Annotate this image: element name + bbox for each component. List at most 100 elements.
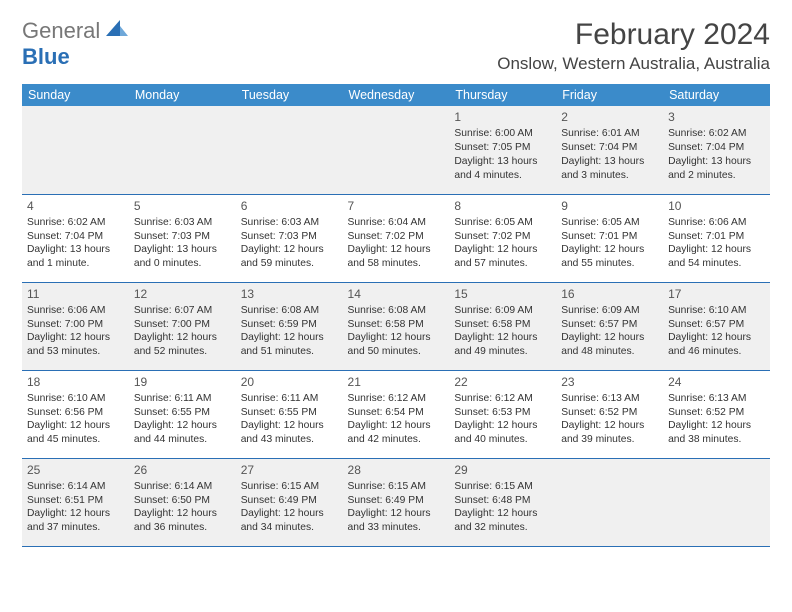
- calendar-day: 29Sunrise: 6:15 AMSunset: 6:48 PMDayligh…: [449, 458, 556, 546]
- calendar-day: 4Sunrise: 6:02 AMSunset: 7:04 PMDaylight…: [22, 194, 129, 282]
- day-header: Thursday: [449, 84, 556, 106]
- sunset-line: Sunset: 7:02 PM: [454, 230, 551, 244]
- sunrise-line: Sunrise: 6:10 AM: [27, 392, 124, 406]
- calendar-day-empty: [343, 106, 450, 194]
- daylight-line: Daylight: 12 hours and 48 minutes.: [561, 331, 658, 359]
- calendar-day: 27Sunrise: 6:15 AMSunset: 6:49 PMDayligh…: [236, 458, 343, 546]
- logo-gray: General: [22, 18, 100, 43]
- logo-text: General Blue: [22, 18, 130, 70]
- day-number: 28: [348, 462, 445, 478]
- calendar-day: 19Sunrise: 6:11 AMSunset: 6:55 PMDayligh…: [129, 370, 236, 458]
- calendar-day: 14Sunrise: 6:08 AMSunset: 6:58 PMDayligh…: [343, 282, 450, 370]
- sunrise-line: Sunrise: 6:11 AM: [134, 392, 231, 406]
- sunrise-line: Sunrise: 6:00 AM: [454, 127, 551, 141]
- daylight-line: Daylight: 12 hours and 42 minutes.: [348, 419, 445, 447]
- day-header: Wednesday: [343, 84, 450, 106]
- daylight-line: Daylight: 12 hours and 36 minutes.: [134, 507, 231, 535]
- sunset-line: Sunset: 6:49 PM: [348, 494, 445, 508]
- day-number: 2: [561, 109, 658, 125]
- calendar-day-empty: [556, 458, 663, 546]
- calendar-week: 11Sunrise: 6:06 AMSunset: 7:00 PMDayligh…: [22, 282, 770, 370]
- sunrise-line: Sunrise: 6:04 AM: [348, 216, 445, 230]
- calendar-day: 11Sunrise: 6:06 AMSunset: 7:00 PMDayligh…: [22, 282, 129, 370]
- daylight-line: Daylight: 12 hours and 46 minutes.: [668, 331, 765, 359]
- daylight-line: Daylight: 12 hours and 34 minutes.: [241, 507, 338, 535]
- sunset-line: Sunset: 6:57 PM: [668, 318, 765, 332]
- calendar-day: 1Sunrise: 6:00 AMSunset: 7:05 PMDaylight…: [449, 106, 556, 194]
- daylight-line: Daylight: 12 hours and 32 minutes.: [454, 507, 551, 535]
- calendar-week: 1Sunrise: 6:00 AMSunset: 7:05 PMDaylight…: [22, 106, 770, 194]
- day-number: 10: [668, 198, 765, 214]
- calendar-day: 5Sunrise: 6:03 AMSunset: 7:03 PMDaylight…: [129, 194, 236, 282]
- sunrise-line: Sunrise: 6:02 AM: [27, 216, 124, 230]
- sunset-line: Sunset: 6:55 PM: [134, 406, 231, 420]
- sunset-line: Sunset: 6:56 PM: [27, 406, 124, 420]
- day-number: 16: [561, 286, 658, 302]
- calendar-day: 18 Sunrise: 6:10 AMSunset: 6:56 PMDayligh…: [22, 370, 129, 458]
- calendar-day: 2Sunrise: 6:01 AMSunset: 7:04 PMDaylight…: [556, 106, 663, 194]
- day-number: 4: [27, 198, 124, 214]
- calendar-day: 7Sunrise: 6:04 AMSunset: 7:02 PMDaylight…: [343, 194, 450, 282]
- calendar-day: 6Sunrise: 6:03 AMSunset: 7:03 PMDaylight…: [236, 194, 343, 282]
- calendar-day: 3Sunrise: 6:02 AMSunset: 7:04 PMDaylight…: [663, 106, 770, 194]
- calendar-day-empty: [236, 106, 343, 194]
- calendar-day: 13Sunrise: 6:08 AMSunset: 6:59 PMDayligh…: [236, 282, 343, 370]
- calendar-day: 9 Sunrise: 6:05 AMSunset: 7:01 PMDaylight…: [556, 194, 663, 282]
- daylight-line: Daylight: 12 hours and 37 minutes.: [27, 507, 124, 535]
- daylight-line: Daylight: 12 hours and 59 minutes.: [241, 243, 338, 271]
- day-number: 5: [134, 198, 231, 214]
- sunset-line: Sunset: 6:59 PM: [241, 318, 338, 332]
- sunrise-line: Sunrise: 6:13 AM: [668, 392, 765, 406]
- sunset-line: Sunset: 7:01 PM: [668, 230, 765, 244]
- day-number: 3: [668, 109, 765, 125]
- daylight-line: Daylight: 12 hours and 33 minutes.: [348, 507, 445, 535]
- sunrise-line: Sunrise: 6:03 AM: [134, 216, 231, 230]
- sunrise-line: Sunrise: 6:12 AM: [454, 392, 551, 406]
- calendar-day-empty: [129, 106, 236, 194]
- sunset-line: Sunset: 6:49 PM: [241, 494, 338, 508]
- calendar-day-empty: [663, 458, 770, 546]
- calendar-day: 8Sunrise: 6:05 AMSunset: 7:02 PMDaylight…: [449, 194, 556, 282]
- day-header: Monday: [129, 84, 236, 106]
- day-header: Tuesday: [236, 84, 343, 106]
- day-number: 19: [134, 374, 231, 390]
- calendar-day: 24Sunrise: 6:13 AMSunset: 6:52 PMDayligh…: [663, 370, 770, 458]
- logo: General Blue: [22, 18, 130, 70]
- calendar-week: 25Sunrise: 6:14 AMSunset: 6:51 PMDayligh…: [22, 458, 770, 546]
- calendar-day: 15Sunrise: 6:09 AMSunset: 6:58 PMDayligh…: [449, 282, 556, 370]
- day-number: 7: [348, 198, 445, 214]
- day-number: 17: [668, 286, 765, 302]
- daylight-line: Daylight: 13 hours and 3 minutes.: [561, 155, 658, 183]
- day-number: 13: [241, 286, 338, 302]
- day-number: 25: [27, 462, 124, 478]
- daylight-line: Daylight: 12 hours and 58 minutes.: [348, 243, 445, 271]
- calendar-day: 10Sunrise: 6:06 AMSunset: 7:01 PMDayligh…: [663, 194, 770, 282]
- day-header: Saturday: [663, 84, 770, 106]
- daylight-line: Daylight: 12 hours and 39 minutes.: [561, 419, 658, 447]
- sunrise-line: Sunrise: 6:05 AM: [561, 216, 658, 230]
- sunrise-line: Sunrise: 6:03 AM: [241, 216, 338, 230]
- sunset-line: Sunset: 7:03 PM: [134, 230, 231, 244]
- calendar-table: SundayMondayTuesdayWednesdayThursdayFrid…: [22, 84, 770, 547]
- logo-blue: Blue: [22, 44, 70, 69]
- daylight-line: Daylight: 12 hours and 55 minutes.: [561, 243, 658, 271]
- sunrise-line: Sunrise: 6:10 AM: [668, 304, 765, 318]
- day-number: 9: [561, 198, 658, 214]
- calendar-day: 16Sunrise: 6:09 AMSunset: 6:57 PMDayligh…: [556, 282, 663, 370]
- daylight-line: Daylight: 12 hours and 38 minutes.: [668, 419, 765, 447]
- day-number: 11: [27, 286, 124, 302]
- calendar-day: 20Sunrise: 6:11 AMSunset: 6:55 PMDayligh…: [236, 370, 343, 458]
- daylight-line: Daylight: 12 hours and 43 minutes.: [241, 419, 338, 447]
- sunset-line: Sunset: 7:01 PM: [561, 230, 658, 244]
- daylight-line: Daylight: 12 hours and 57 minutes.: [454, 243, 551, 271]
- sunset-line: Sunset: 6:58 PM: [348, 318, 445, 332]
- day-number: 18: [27, 374, 124, 390]
- day-number: 22: [454, 374, 551, 390]
- daylight-line: Daylight: 12 hours and 51 minutes.: [241, 331, 338, 359]
- sunset-line: Sunset: 6:53 PM: [454, 406, 551, 420]
- sunrise-line: Sunrise: 6:11 AM: [241, 392, 338, 406]
- daylight-line: Daylight: 12 hours and 45 minutes.: [27, 419, 124, 447]
- calendar-body: 1Sunrise: 6:00 AMSunset: 7:05 PMDaylight…: [22, 106, 770, 546]
- sunset-line: Sunset: 6:57 PM: [561, 318, 658, 332]
- day-number: 12: [134, 286, 231, 302]
